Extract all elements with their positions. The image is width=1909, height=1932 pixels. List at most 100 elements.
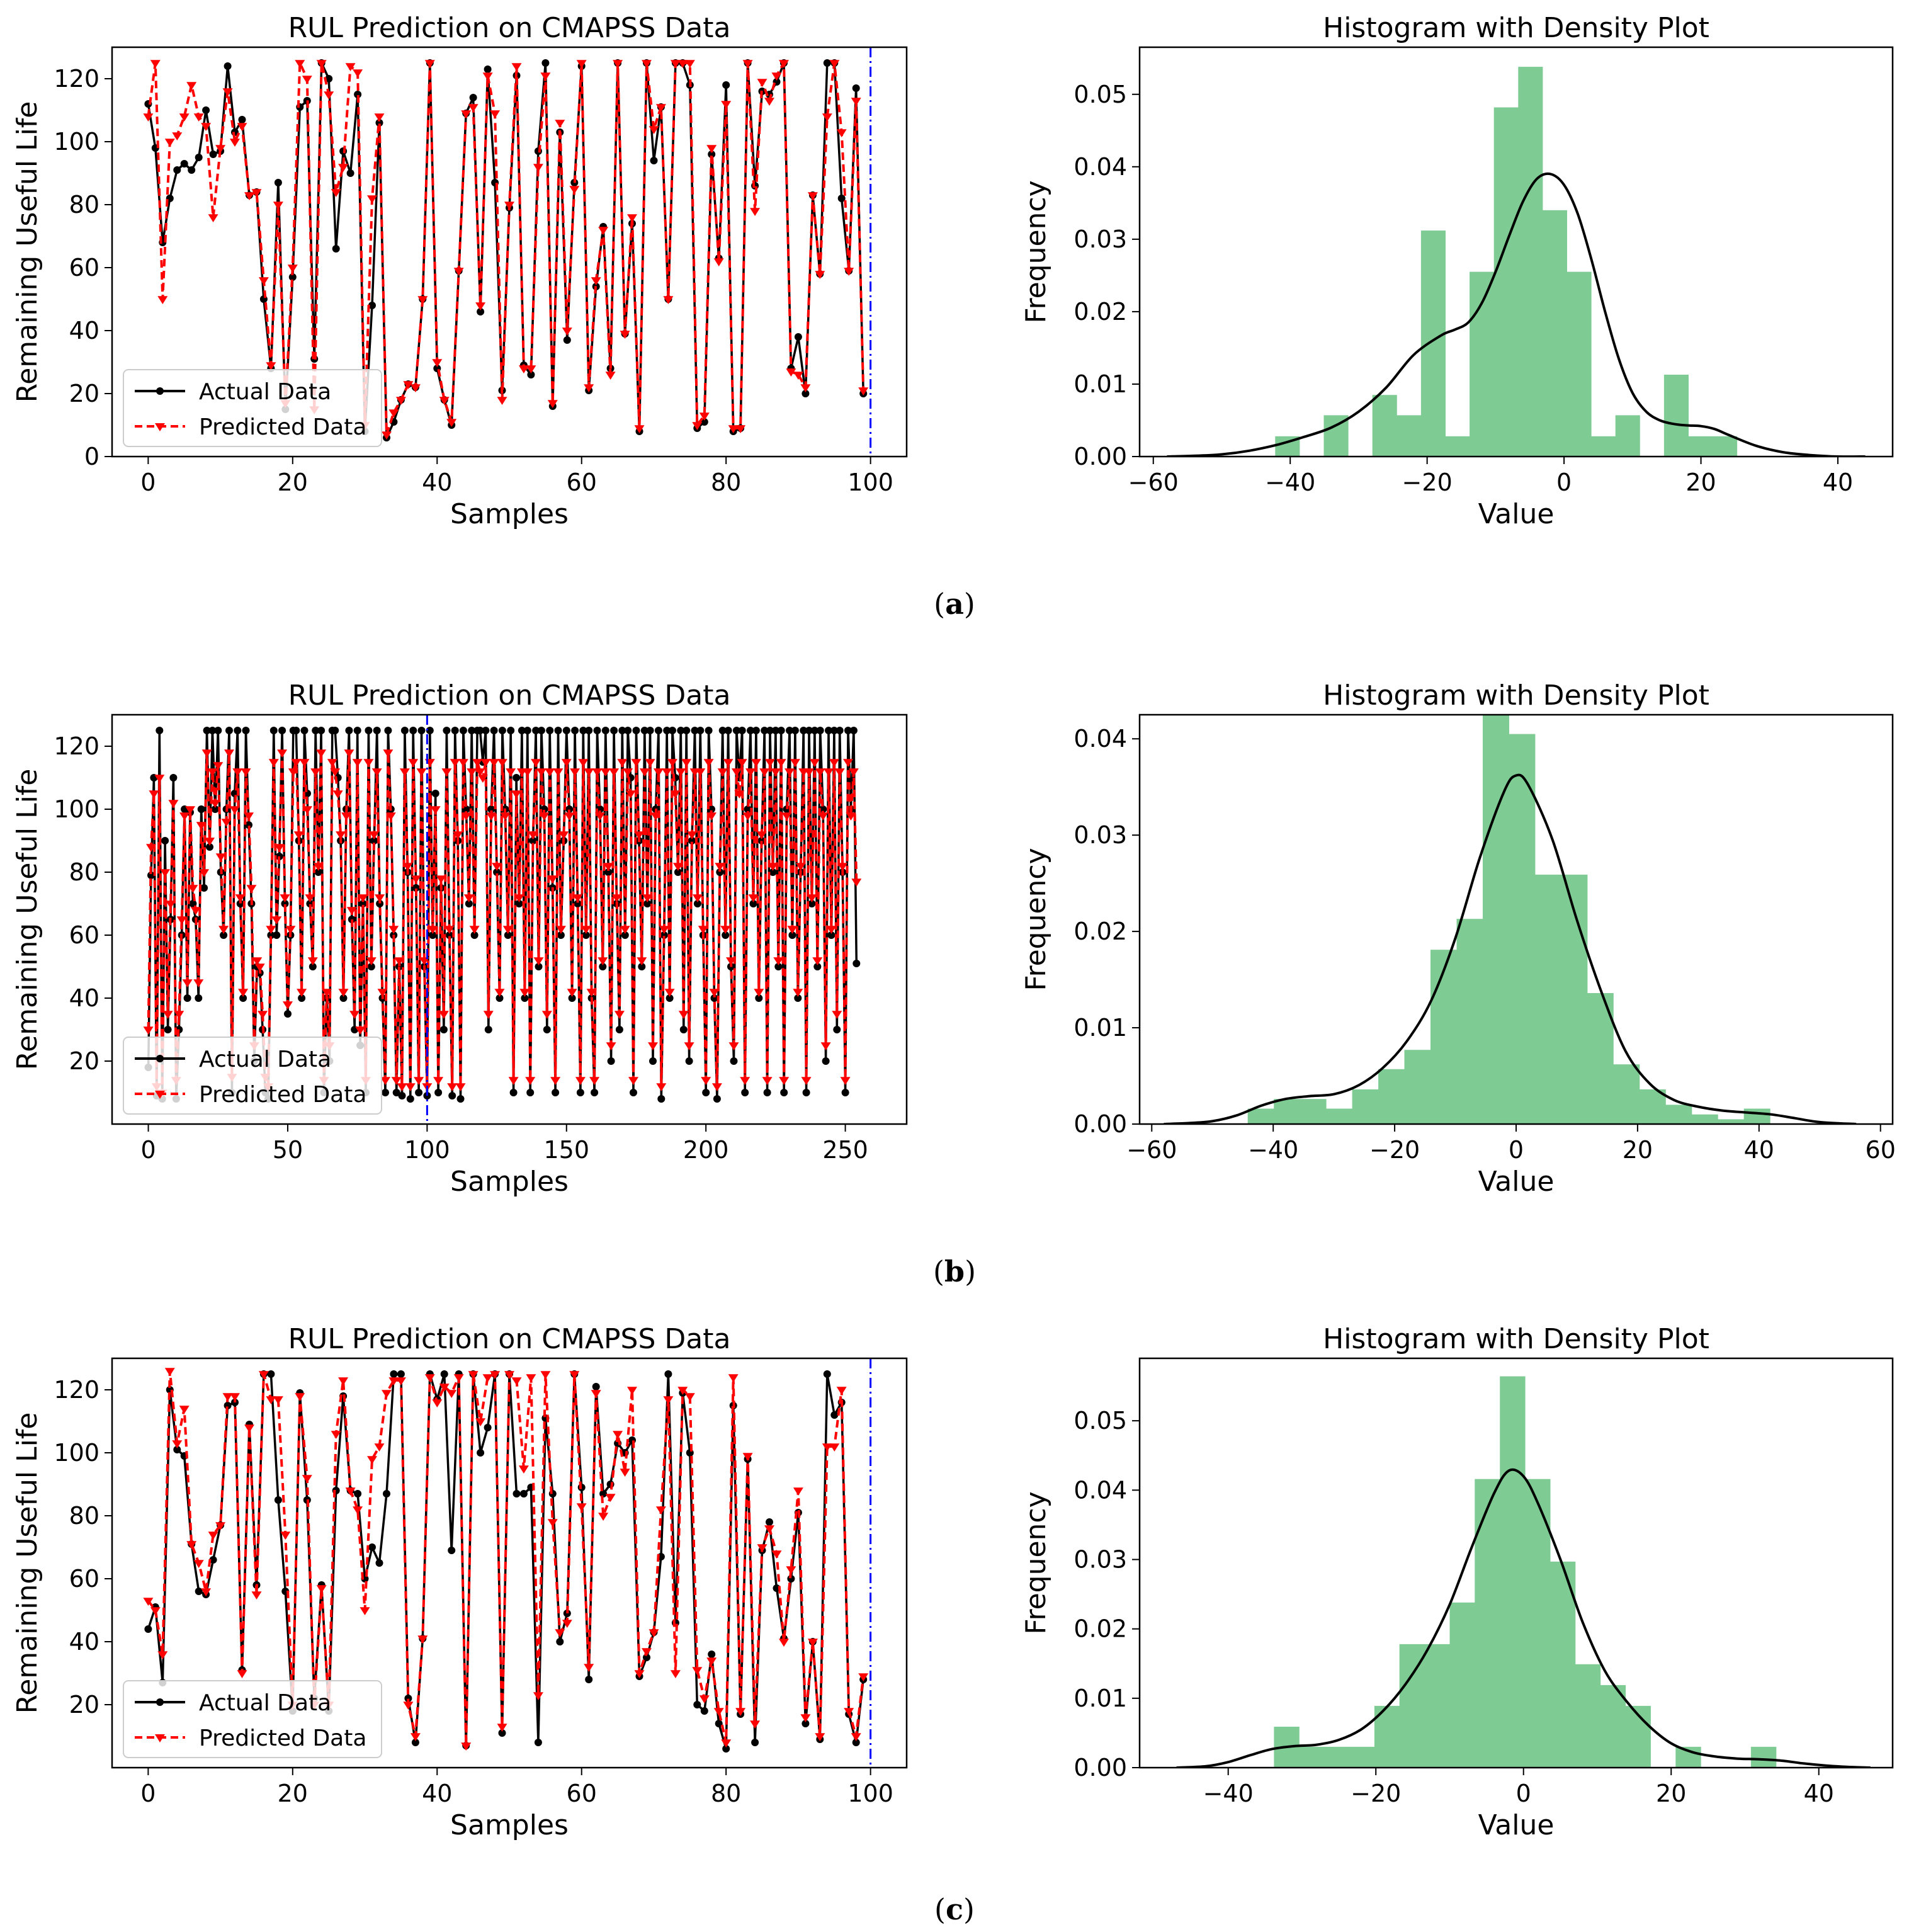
actual-point [683,727,691,734]
actual-point [309,963,317,970]
predicted-point [576,60,587,68]
predicted-point [592,768,603,776]
predicted-point [237,123,247,131]
predicted-point [280,1531,291,1540]
y-tick-label: 0.04 [1073,153,1127,181]
predicted-point [188,885,198,893]
y-tick-label: 0.02 [1073,1615,1127,1643]
actual-point [468,727,476,734]
actual-point [353,727,361,734]
predicted-point [575,1077,586,1085]
x-tick-label: 40 [422,469,452,496]
predicted-point [193,979,204,987]
y-tick-label: 100 [54,795,99,823]
histogram-bar [1718,1119,1745,1124]
predicted-point [519,989,530,997]
actual-point [448,1092,456,1100]
predicted-point [734,790,745,798]
x-tick-label: 20 [278,469,308,496]
actual-point [183,994,191,1002]
actual-point [345,727,353,734]
histogram-bar [1430,950,1457,1124]
actual-point [278,727,286,734]
actual-point [267,931,275,939]
actual-point [532,727,540,734]
actual-point [202,106,210,114]
predicted-point [441,768,452,776]
predicted-point [611,894,622,902]
actual-point [312,727,320,734]
actual-point [332,245,340,253]
predicted-point [655,1506,666,1514]
actual-point [239,994,247,1002]
predicted-point [773,957,784,965]
predicted-point [728,1374,739,1382]
actual-point [242,727,250,734]
predicted-point [190,907,201,915]
predicted-point [215,145,226,153]
actual-point [749,900,757,907]
predicted-point [417,1635,428,1644]
predicted-point [834,768,845,776]
predicted-point [244,192,254,200]
predicted-point [591,1390,601,1398]
actual-point [348,916,356,923]
predicted-point [258,1371,269,1379]
x-tick-label: 0 [140,1780,156,1807]
actual-point [543,1026,551,1033]
predicted-point [382,1390,392,1398]
chart-title: Histogram with Density Plot [1323,1323,1709,1355]
histogram-bar [1326,1108,1353,1124]
predicted-point [807,1639,818,1647]
y-tick-label: 60 [69,1565,99,1593]
histogram-bar [1750,1746,1777,1768]
predicted-point [692,1667,703,1675]
predicted-point [436,875,446,884]
predicted-point [179,812,190,821]
predicted-point [472,759,483,767]
histogram-bar [1639,1089,1666,1124]
y-tick-label: 0.00 [1073,1110,1127,1138]
predicted-point [851,1733,861,1741]
predicted-point [345,63,356,71]
predicted-point [655,104,666,112]
predicted-point [467,768,477,776]
predicted-point [735,1708,746,1716]
actual-point [390,1370,398,1378]
predicted-point [444,926,455,934]
predicted-point [432,1399,443,1407]
predicted-point [526,365,536,373]
predicted-point [327,759,337,767]
predicted-point [762,1077,773,1085]
x-tick-label: 150 [544,1136,590,1164]
predicted-point [829,1443,840,1452]
plot-area [1176,1376,1871,1768]
actual-point [284,1010,292,1018]
predicted-point [150,1607,161,1615]
legend-label: Actual Data [199,1047,331,1072]
actual-point [274,179,282,186]
predicted-point [307,957,318,965]
x-tick-label: 50 [273,1136,303,1164]
actual-point [607,1057,615,1065]
predicted-point [201,749,212,758]
actual-point [521,994,529,1002]
predicted-point [411,875,421,884]
histogram-bar [1493,107,1519,457]
y-tick-label: 0.03 [1073,821,1127,849]
predicted-point [349,1011,360,1019]
x-tick-label: 0 [140,469,156,496]
legend-label: Predicted Data [199,414,366,440]
predicted-point [627,214,637,222]
predicted-point [305,894,315,902]
actual-point [677,727,685,734]
series-line-predicted [147,1370,865,1747]
predicted-point [266,926,276,934]
actual-point [632,727,640,734]
predicted-point [483,1011,494,1019]
legend-label: Predicted Data [199,1725,366,1751]
predicted-point [809,759,820,767]
predicted-point [453,831,463,839]
predicted-point [346,907,357,915]
predicted-point [302,806,312,814]
